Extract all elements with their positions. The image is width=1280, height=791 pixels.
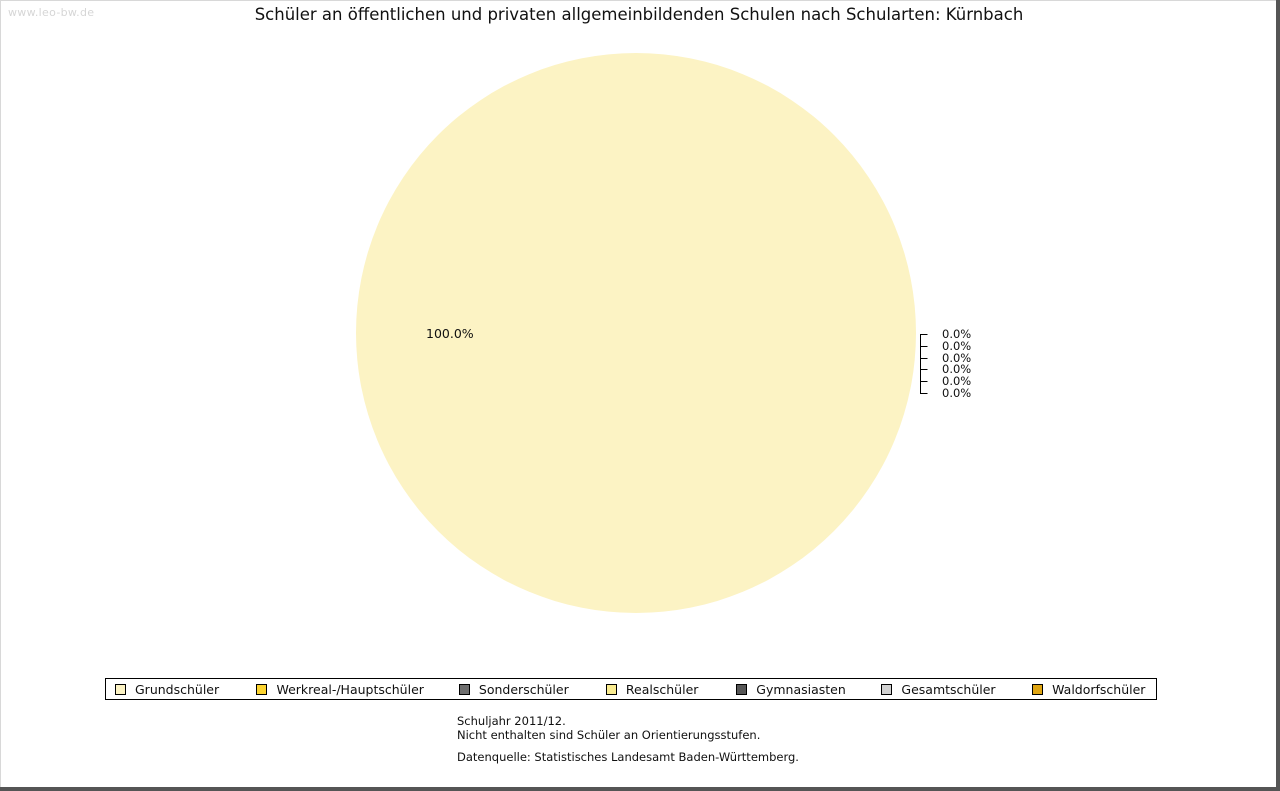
pie-label-waldorf-percent: 0.0% — [942, 386, 972, 400]
zero-slice-leader-lines — [913, 321, 993, 401]
legend-item-2[interactable]: Sonderschüler — [447, 679, 594, 699]
legend-item-3[interactable]: Realschüler — [594, 679, 724, 699]
pie-slice-grundschueler — [356, 53, 916, 613]
legend-item-6[interactable]: Waldorfschüler — [1020, 679, 1156, 699]
legend-item-label: Werkreal-/Hauptschüler — [276, 681, 424, 697]
legend-item-label: Gymnasiasten — [756, 681, 846, 697]
legend-swatch-icon — [736, 683, 748, 695]
chart-title: Schüler an öffentlichen und privaten all… — [254, 5, 1024, 24]
legend-item-label: Realschüler — [625, 681, 699, 697]
legend-item-label: Grundschüler — [135, 681, 220, 697]
legend-swatch-icon — [605, 683, 617, 695]
pie-label-grundschueler-percent: 100.0% — [426, 326, 474, 341]
legend-item-label: Gesamtschüler — [901, 681, 996, 697]
legend-item-label: Sonderschüler — [478, 681, 569, 697]
legend-swatch-icon — [256, 683, 268, 695]
chart-footnotes: Schuljahr 2011/12. Nicht enthalten sind … — [457, 714, 799, 764]
legend-item-0[interactable]: Grundschüler — [106, 679, 244, 699]
legend-item-1[interactable]: Werkreal-/Hauptschüler — [244, 679, 446, 699]
legend-item-5[interactable]: Gesamtschüler — [869, 679, 1020, 699]
legend-swatch-icon — [115, 683, 126, 695]
legend-swatch-icon — [458, 683, 470, 695]
pie-label-gymnasiasten-percent: 0.0% — [942, 362, 972, 376]
pie-label-gesamt-percent: 0.0% — [942, 374, 972, 388]
pie-label-werkreal-percent: 0.0% — [942, 327, 972, 341]
legend-swatch-icon — [881, 683, 893, 695]
footnote-spacer — [457, 742, 799, 750]
legend-item-4[interactable]: Gymnasiasten — [724, 679, 869, 699]
site-watermark: www.leo-bw.de — [8, 6, 95, 19]
pie-label-real-percent: 0.0% — [942, 351, 972, 365]
pie-chart — [356, 53, 916, 613]
footnote-datenquelle: Datenquelle: Statistisches Landesamt Bad… — [457, 750, 799, 764]
footnote-schuljahr: Schuljahr 2011/12. — [457, 714, 566, 728]
pie-label-sonder-percent: 0.0% — [942, 339, 972, 353]
footnote-hinweis: Nicht enthalten sind Schüler an Orientie… — [457, 728, 761, 742]
legend-swatch-icon — [1032, 683, 1044, 695]
chart-legend: Grundschüler Werkreal-/Hauptschüler Sonder… — [105, 678, 1157, 700]
legend-item-label: Waldorfschüler — [1052, 681, 1146, 697]
